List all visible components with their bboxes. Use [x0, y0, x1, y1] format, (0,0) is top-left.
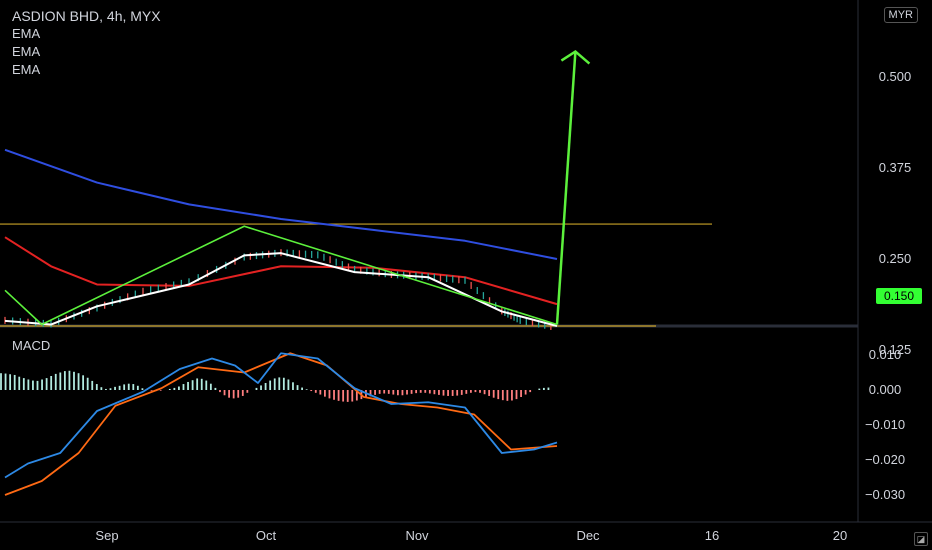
symbol-title[interactable]: ASDION BHD, 4h, MYX	[12, 8, 161, 24]
legend-ema-3[interactable]: EMA	[12, 62, 41, 77]
currency-badge[interactable]: MYR	[883, 7, 918, 23]
breakout-arrowhead	[560, 49, 591, 65]
macd-tick-label: 0.000	[869, 382, 902, 397]
time-tick-label: 20	[833, 528, 847, 543]
time-tick-label: Nov	[405, 528, 429, 543]
last-price-tag: 0.150	[876, 288, 922, 304]
time-tick-label: 16	[705, 528, 719, 543]
time-tick-label: Sep	[95, 528, 118, 543]
macd-tick-label: −0.020	[865, 452, 905, 467]
macd-tick-label: −0.030	[865, 487, 905, 502]
macd-tick-label: 0.010	[869, 347, 902, 362]
ema-blue-line	[4, 148, 558, 260]
price-tick-label: 0.125	[879, 342, 912, 357]
macd-line	[4, 352, 558, 479]
ema-white-line	[4, 252, 558, 327]
ema-red-line	[4, 236, 558, 306]
legend-ema-2[interactable]: EMA	[12, 44, 41, 59]
time-tick-label: Oct	[256, 528, 277, 543]
price-tick-label: 0.250	[879, 251, 912, 266]
legend-ema-1[interactable]: EMA	[12, 26, 41, 41]
macd-label[interactable]: MACD	[12, 338, 51, 353]
signal-line	[4, 352, 558, 496]
breakout-arrow	[555, 51, 577, 325]
tradingview-logo-icon[interactable]: ◪	[914, 532, 928, 546]
price-tick-label: 0.500	[879, 69, 912, 84]
price-tick-label: 0.375	[879, 160, 912, 175]
triangle-pattern	[4, 225, 558, 326]
macd-tick-label: −0.010	[865, 417, 905, 432]
time-tick-label: Dec	[576, 528, 600, 543]
